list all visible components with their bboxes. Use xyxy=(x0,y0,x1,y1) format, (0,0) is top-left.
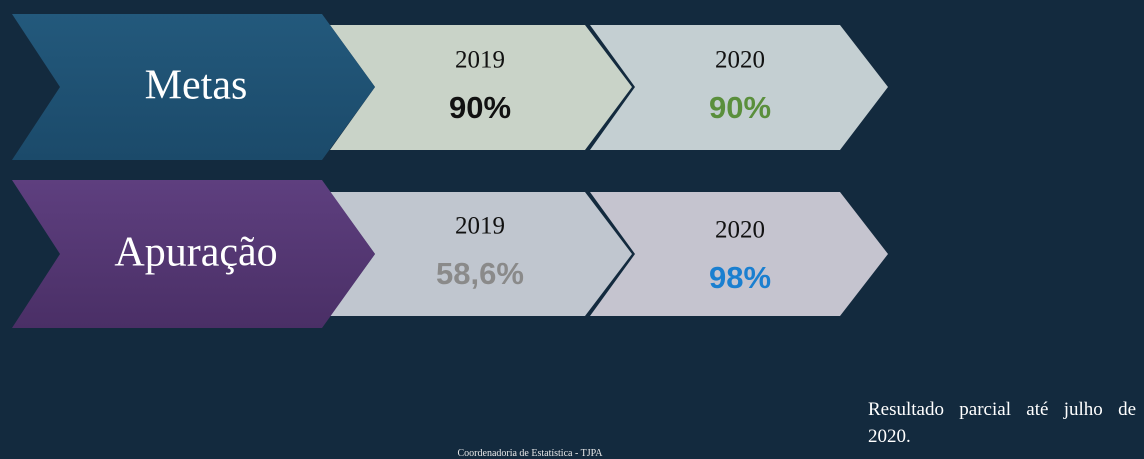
chevron xyxy=(330,192,632,316)
year: 2020 xyxy=(715,47,765,74)
year: 2019 xyxy=(455,213,505,240)
year: 2020 xyxy=(715,217,765,244)
row-label: Metas xyxy=(145,63,248,109)
value: 90% xyxy=(709,90,771,125)
chevron xyxy=(590,25,888,150)
row-label: Apuração xyxy=(114,230,277,276)
value: 58,6% xyxy=(436,256,524,291)
chevron xyxy=(12,180,375,328)
chevron xyxy=(590,192,888,316)
value: 98% xyxy=(709,260,771,295)
footer: Coordenadoria de Estatística - TJPA xyxy=(458,448,604,459)
note: Resultado parcial até julho de 2020. xyxy=(868,399,1136,447)
value: 90% xyxy=(449,90,511,125)
chevron xyxy=(12,14,375,160)
year: 2019 xyxy=(455,47,505,74)
chevron xyxy=(330,25,632,150)
